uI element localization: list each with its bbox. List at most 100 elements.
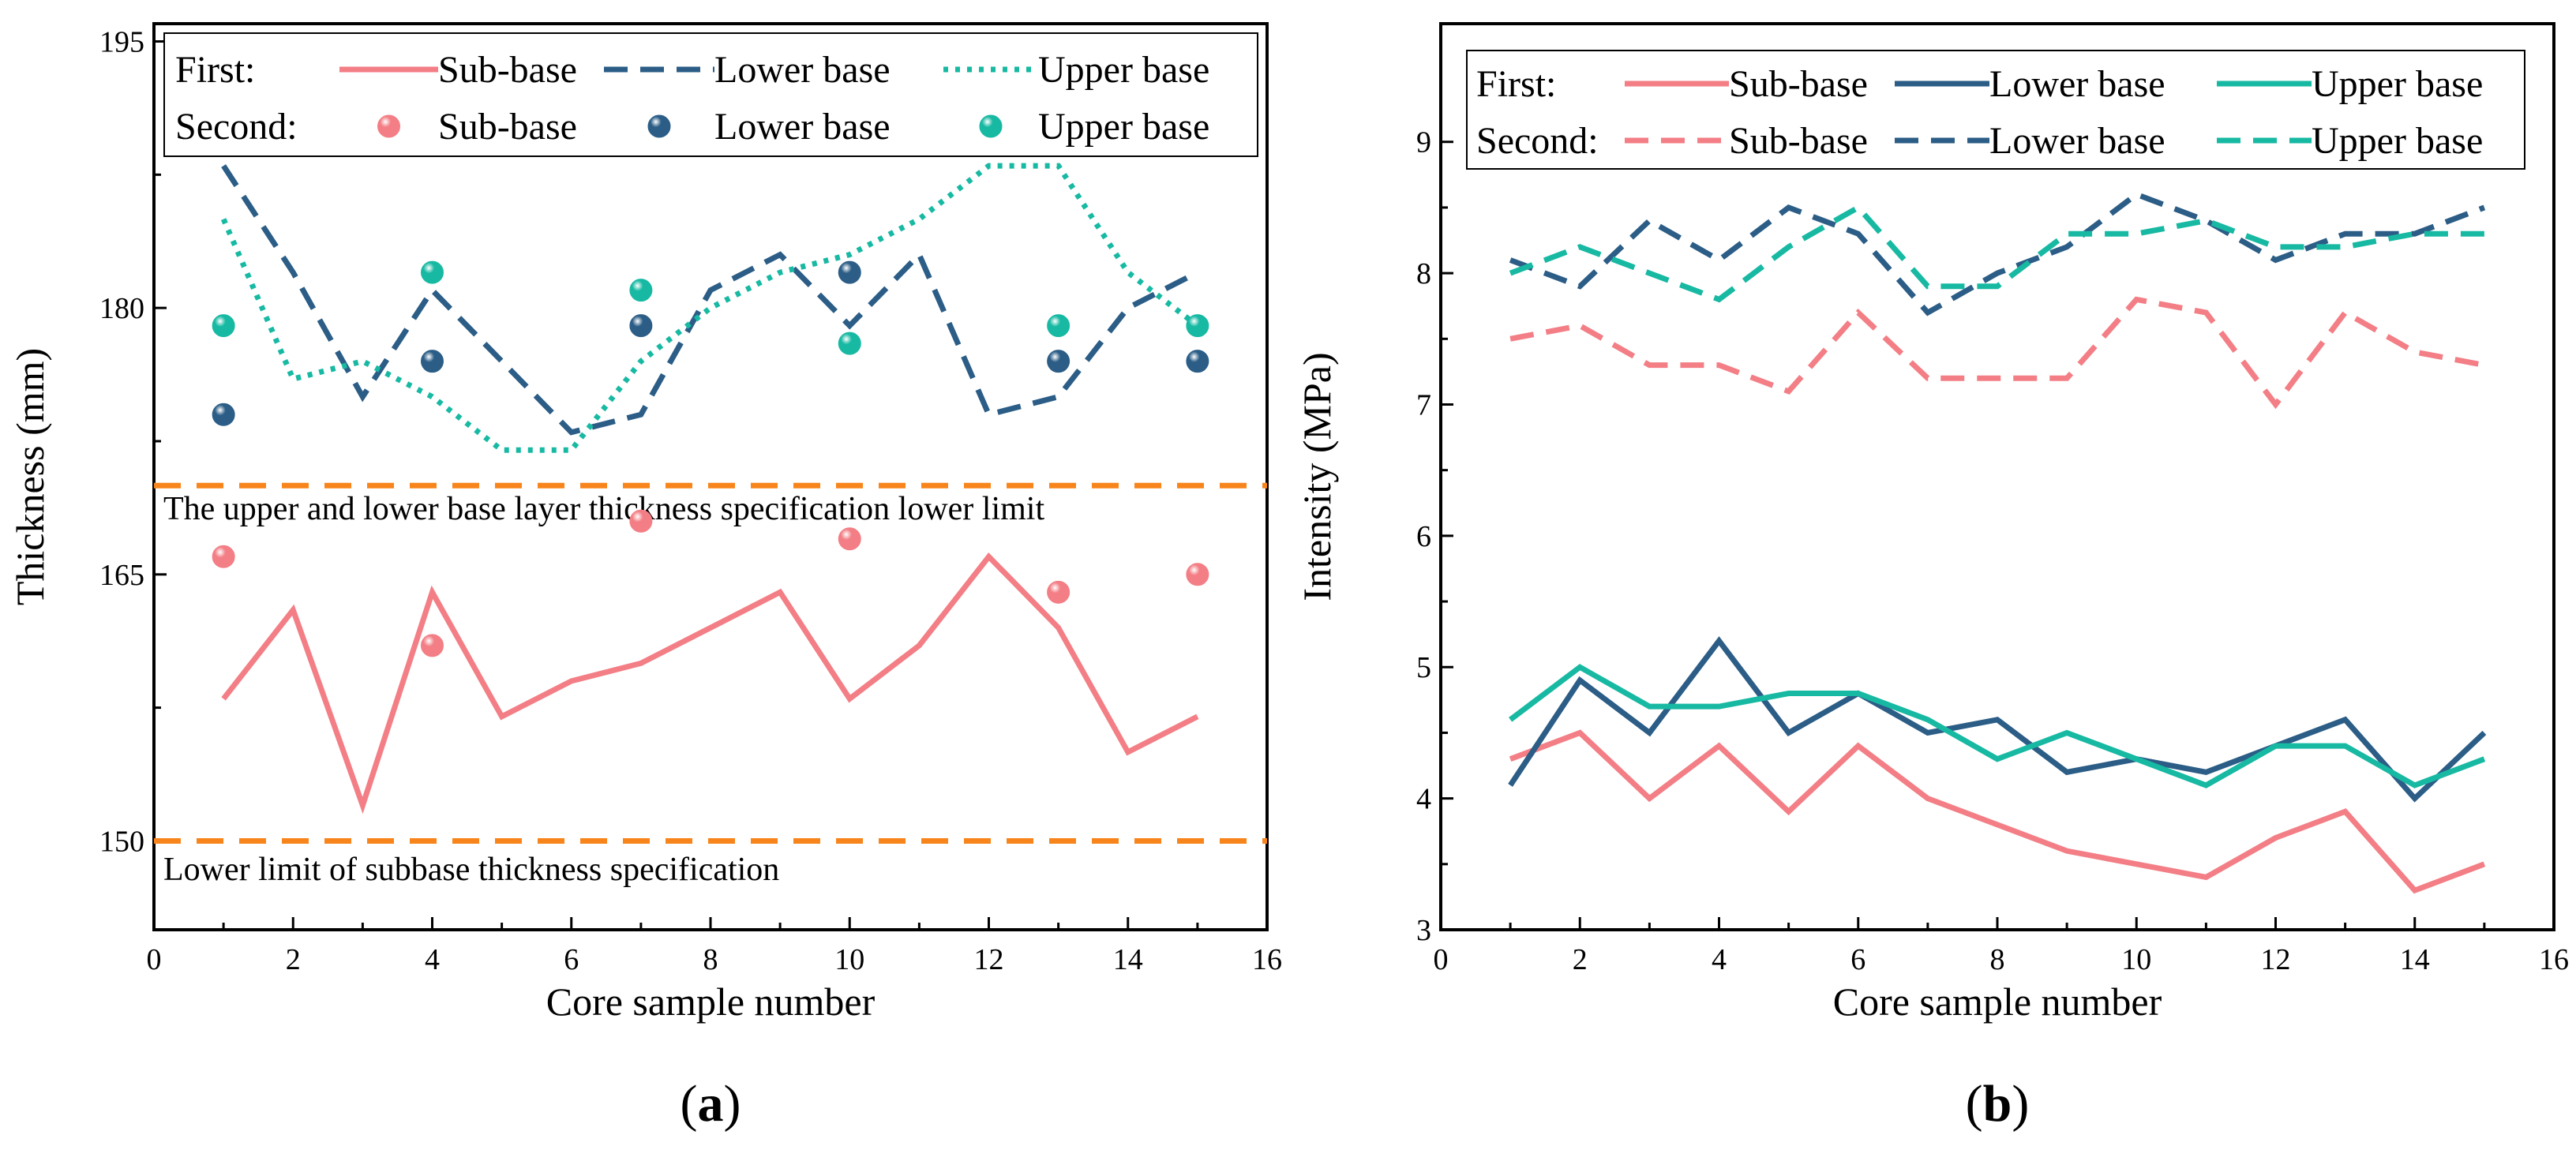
legend-entry-label: Sub-base <box>438 49 577 91</box>
legend-entry-label: Lower base <box>1989 120 2165 162</box>
legend-row-label: First: <box>175 49 255 91</box>
data-point <box>629 314 653 338</box>
panel-paren: ) <box>2012 1075 2029 1133</box>
series-line <box>1509 204 2484 303</box>
series-line <box>221 164 1199 436</box>
legend-row-label: Second: <box>1476 120 1599 162</box>
y-tick-label: 3 <box>1416 914 1431 947</box>
data-point <box>1186 563 1209 586</box>
x-tick-label: 6 <box>564 943 579 976</box>
x-tick-label: 16 <box>2539 943 2569 976</box>
legend-entry-label: Upper base <box>1038 49 1209 91</box>
spec-limit-label: Lower limit of subbase thickness specifi… <box>163 852 779 888</box>
series-second-lower <box>1509 191 2486 316</box>
series-line <box>220 163 1200 453</box>
data-point <box>212 403 235 426</box>
data-point <box>838 527 861 551</box>
x-tick-label: 4 <box>1712 943 1727 976</box>
legend-box <box>1466 50 2525 170</box>
data-point <box>212 314 235 338</box>
data-point <box>838 260 861 284</box>
panel-label: (a) <box>681 1075 741 1133</box>
x-tick-label: 0 <box>1434 943 1449 976</box>
x-tick-label: 8 <box>1990 943 2005 976</box>
series-first-upper <box>1509 664 2486 788</box>
y-tick-label: 5 <box>1416 651 1431 684</box>
legend-entry-label: Sub-base <box>438 106 577 148</box>
x-axis-label: Core sample number <box>1833 979 2162 1024</box>
y-axis-label: Thickness (mm) <box>8 348 52 605</box>
x-tick-label: 12 <box>974 943 1004 976</box>
legend-row-label: Second: <box>175 106 298 148</box>
series-first-sub <box>1509 729 2486 894</box>
data-point <box>1047 314 1071 338</box>
data-point <box>1047 350 1071 373</box>
panel-letter: a <box>698 1075 724 1133</box>
legend-marker <box>979 114 1003 138</box>
legend-entry-label: Upper base <box>1038 106 1209 148</box>
data-point <box>212 545 235 568</box>
panel-letter: b <box>1983 1075 2012 1133</box>
legend-row-label: First: <box>1476 63 1556 105</box>
data-point <box>421 260 444 284</box>
x-tick-label: 6 <box>1850 943 1865 976</box>
data-point <box>421 350 444 373</box>
x-tick-label: 0 <box>147 943 162 976</box>
data-point <box>1186 350 1209 373</box>
legend-entry-label: Upper base <box>2312 63 2483 105</box>
y-tick-label: 6 <box>1416 520 1431 553</box>
series-second-upper <box>1509 204 2484 303</box>
data-point <box>1186 314 1209 338</box>
legend-entry-label: Lower base <box>714 106 891 148</box>
series-line <box>1509 664 2486 788</box>
x-tick-label: 10 <box>834 943 864 976</box>
series-first-sub <box>221 552 1199 815</box>
series-line <box>1509 191 2486 316</box>
series-second-sub <box>212 509 1209 657</box>
y-tick-label: 4 <box>1416 783 1431 816</box>
y-tick-label: 180 <box>99 292 144 325</box>
panel-label: (b) <box>1966 1075 2030 1133</box>
x-tick-label: 8 <box>703 943 718 976</box>
y-tick-label: 165 <box>99 559 144 592</box>
data-point <box>838 331 861 355</box>
legend-entry-label: Lower base <box>714 49 891 91</box>
y-axis-label: Intensity (MPa) <box>1295 352 1339 601</box>
series-second-sub <box>1509 296 2485 410</box>
legend-marker <box>377 114 400 138</box>
plot-frame <box>152 22 1269 931</box>
legend-entry-label: Upper base <box>2312 120 2483 162</box>
y-tick-label: 150 <box>99 825 144 858</box>
spec-limit-label: The upper and lower base layer thickness… <box>163 491 1044 527</box>
legend: First: Second: Sub-base Lower base Upper bas… <box>1466 50 2525 170</box>
series-line <box>1509 296 2485 410</box>
chart-b: 0 2 4 6 8 10 12 14 16 3 4 5 6 7 8 9 Core sample number In… <box>1295 22 2569 1133</box>
data-point <box>629 279 653 302</box>
panel-paren: ( <box>681 1075 698 1133</box>
x-tick-label: 4 <box>425 943 440 976</box>
y-tick-label: 9 <box>1416 126 1431 159</box>
x-tick-label: 14 <box>2400 943 2430 976</box>
panel-paren: ) <box>724 1075 741 1133</box>
series-first-lower <box>221 164 1199 436</box>
legend-entry-label: Sub-base <box>1729 120 1868 162</box>
legend-entry-label: Sub-base <box>1729 63 1868 105</box>
x-tick-label: 16 <box>1252 943 1282 976</box>
panel-paren: ( <box>1966 1075 1983 1133</box>
x-tick-label: 10 <box>2121 943 2151 976</box>
series-first-lower <box>1508 636 2487 803</box>
data-point <box>629 509 653 533</box>
data-point <box>1047 580 1071 604</box>
series-line <box>1509 729 2486 894</box>
data-point <box>421 634 444 657</box>
series-line <box>1508 636 2487 803</box>
y-tick-label: 8 <box>1416 257 1431 290</box>
legend-box <box>163 32 1258 157</box>
series-second-upper <box>212 260 1209 355</box>
legend-entry-label: Lower base <box>1989 63 2165 105</box>
y-tick-label: 7 <box>1416 388 1431 421</box>
x-tick-label: 14 <box>1113 943 1143 976</box>
legend: First: Second: Sub-base Lower base Upper bas… <box>163 32 1258 157</box>
legend-marker <box>647 114 671 138</box>
